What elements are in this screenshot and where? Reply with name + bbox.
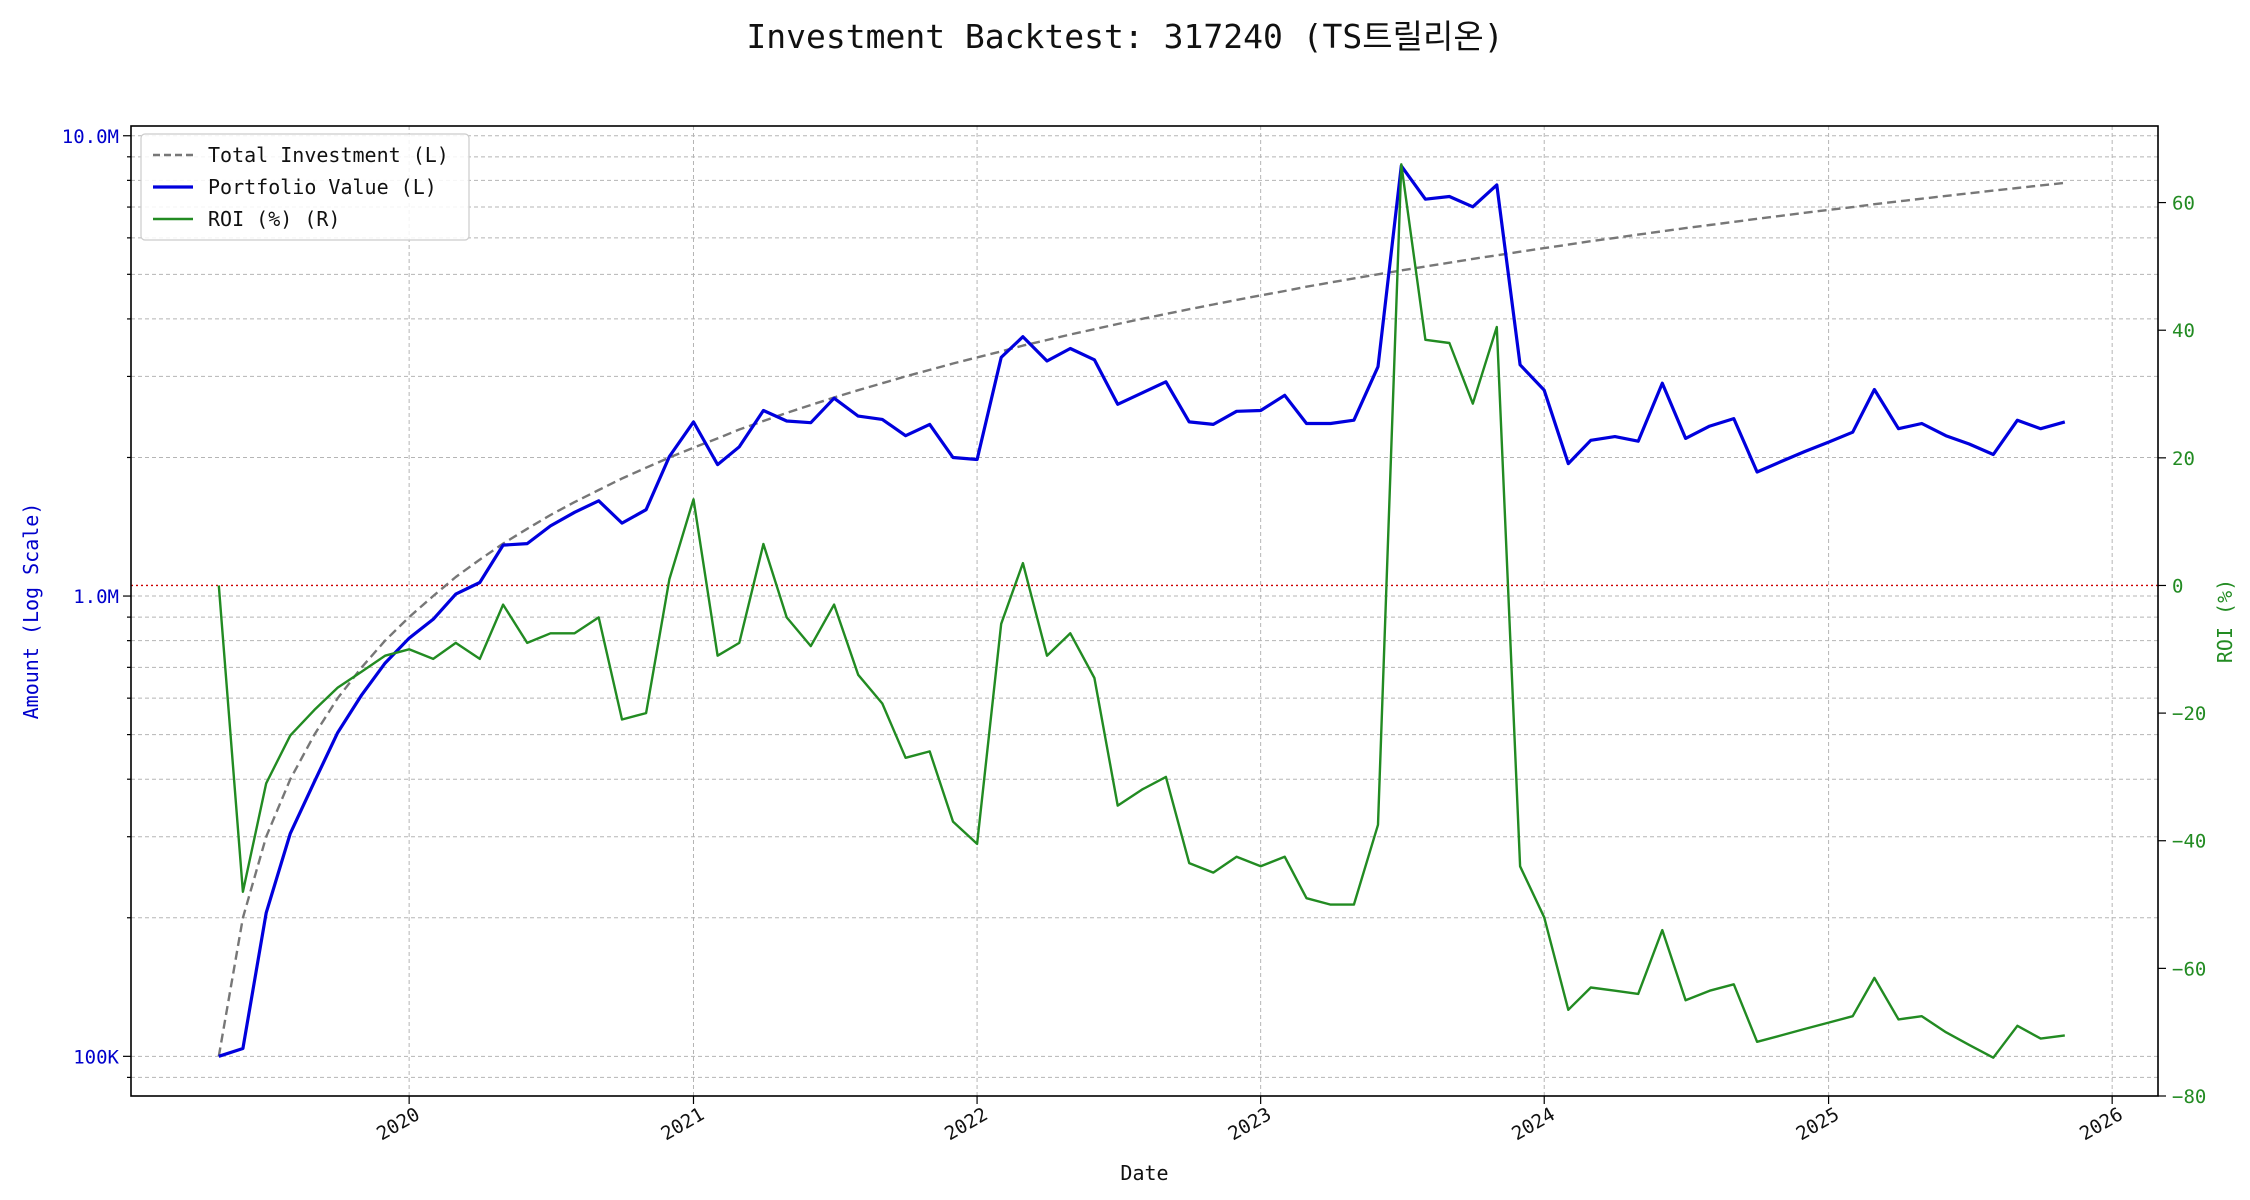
y-right-tick-label: −40 — [2172, 831, 2206, 853]
x-tick-label: 2023 — [1225, 1103, 1276, 1145]
y-right-tick-label: −20 — [2172, 703, 2206, 725]
legend-box — [140, 133, 470, 241]
series-line-roi-r — [217, 163, 2065, 1059]
x-tick-label: 2026 — [2076, 1103, 2127, 1145]
series-line-total-investment-l — [217, 181, 2065, 1057]
axes: 2020 2021 2022 2023 2024 2025 2026 100K 1.0M 10.0… — [62, 126, 2207, 1145]
x-tick-label: 2020 — [373, 1103, 424, 1145]
series-layer — [217, 163, 2066, 1059]
y-right-tick-label: −80 — [2172, 1086, 2206, 1108]
x-tick-label: 2025 — [1792, 1103, 1843, 1145]
x-tick-label: 2022 — [941, 1103, 992, 1145]
x-tick-label: 2024 — [1508, 1103, 1559, 1145]
legend: Total Investment (L) Portfolio Value (L) R… — [140, 133, 470, 241]
y-left-tick-label: 100K — [73, 1046, 119, 1068]
y-left-tick-label: 10.0M — [62, 126, 119, 148]
series-line-portfolio-value-l — [218, 164, 2066, 1058]
x-axis-label: Date — [1120, 1161, 1168, 1185]
y-axis-right-label: ROI (%) — [2213, 579, 2237, 663]
plot-frame — [130, 125, 2159, 1097]
grid — [131, 126, 2158, 1096]
legend-entry-label: ROI (%) (R) — [208, 207, 340, 231]
legend-entry-label: Total Investment (L) — [208, 143, 449, 167]
x-tick-label: 2021 — [657, 1103, 708, 1145]
y-right-tick-label: −60 — [2172, 958, 2206, 980]
y-right-tick-label: 20 — [2172, 448, 2195, 470]
y-left-tick-label: 1.0M — [73, 586, 119, 608]
y-right-tick-label: 0 — [2172, 575, 2183, 597]
chart-title: Investment Backtest: 317240 (TS트릴리온) — [746, 17, 1503, 56]
y-right-tick-label: 60 — [2172, 193, 2195, 215]
legend-entry-label: Portfolio Value (L) — [208, 175, 437, 199]
y-right-tick-label: 40 — [2172, 320, 2195, 342]
y-axis-left-label: Amount (Log Scale) — [19, 503, 43, 720]
